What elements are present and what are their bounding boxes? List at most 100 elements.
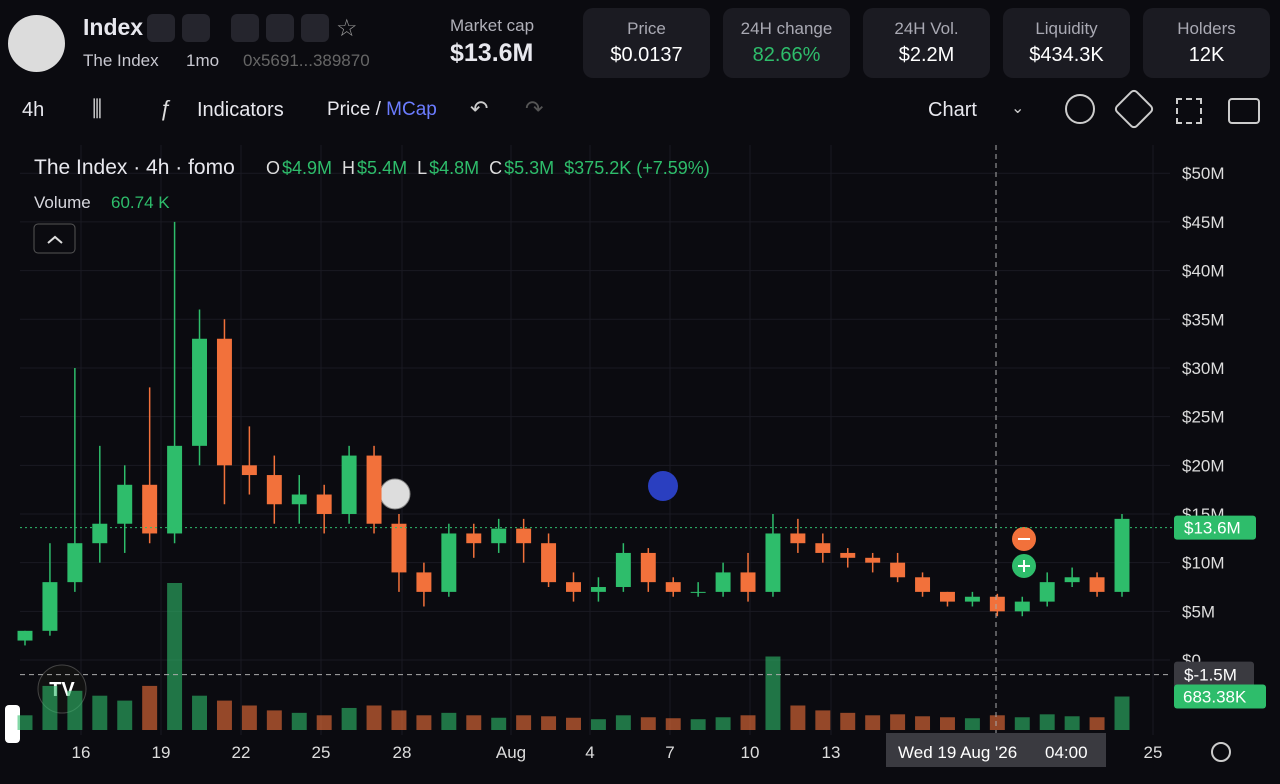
volume-bar [890,714,906,730]
candle-body [815,543,831,553]
volume-value: 60.74 K [111,193,170,212]
ohlc-key: L [417,158,427,178]
volume-bar [715,717,731,730]
dropdown-icon[interactable]: ⌄ [1011,100,1025,117]
candle [890,552,906,583]
chart-type[interactable]: Chart [928,99,977,121]
x-icon[interactable] [266,14,294,42]
icon[interactable] [147,14,175,42]
volume-tag-label: 683.38K [1183,688,1247,707]
token-avatar [8,15,65,72]
contract-address[interactable]: 0x5691...389870 [243,51,370,70]
candle-body [640,552,656,583]
candle-body [1114,518,1130,592]
candle-body [516,528,532,544]
candle [1039,572,1055,607]
undo[interactable]: ↶ [470,96,489,121]
candle-body [142,484,158,534]
stat-card: Holders 12K [1143,8,1270,78]
candle-body [1089,577,1105,592]
mcap-toggle[interactable]: MCap [386,99,437,120]
symbol-name: The Index [83,51,159,70]
stat-label: Holders [1177,19,1236,38]
candle-body [1064,577,1080,583]
website-icon[interactable] [231,14,259,42]
candle [17,630,33,646]
ohlc-key: O [266,158,280,178]
stat-label: Liquidity [1035,19,1098,38]
volume-bar [17,715,33,730]
candle-body [1039,582,1055,602]
screenshot-icon[interactable] [1228,98,1260,124]
candle-body [939,591,955,602]
volume-bar [516,715,532,730]
fx-icon[interactable]: ƒ [160,96,173,121]
candle-body [590,587,606,592]
candle-body [17,630,33,641]
search-icon[interactable] [301,14,329,42]
candle [266,455,282,524]
candle-body [341,455,357,514]
stat-card: Liquidity $434.3K [1003,8,1130,78]
volume-bar [491,717,507,730]
collapse-button[interactable] [33,223,76,254]
x-tick-label: 10 [741,743,760,762]
candle-body [541,543,557,583]
candle-body [690,591,706,593]
ohlc-value: $4.9M [282,158,332,178]
x-tick-label: 19 [152,743,171,762]
candle [167,221,183,544]
x-tick-label: 16 [72,743,91,762]
candle [491,518,507,553]
interval[interactable]: 4h [22,99,45,121]
ohlc-value: $5.3M [504,158,554,178]
candle [42,543,58,636]
volume-bar [840,712,856,730]
tool-icon[interactable] [1065,94,1095,124]
volume-bar [1064,716,1080,730]
star-icon[interactable]: ☆ [336,15,358,42]
crosshair-date-tag [886,733,1106,767]
fullscreen-icon[interactable] [1176,98,1202,124]
y-tick-label: $30M [1182,359,1225,378]
chart-title: The Index · 4h · fomo [34,156,235,179]
stat-value: $0.0137 [610,44,683,66]
volume-bar [566,717,581,730]
candle [566,572,581,602]
event-icon[interactable] [648,471,678,501]
volume-bar [341,707,357,730]
volume-bar [1039,714,1055,730]
volume-bar [167,583,183,730]
price-mcap[interactable]: Price / MCap [327,99,437,121]
candle-body [964,596,980,602]
x-tick-label: 25 [1144,743,1163,762]
candle [765,513,781,597]
candle [241,426,257,495]
volume-label: Volume [34,193,91,212]
volume-bar [740,715,756,730]
candle-body [266,475,282,505]
separator: / [375,99,381,120]
candle-body [391,523,407,573]
volume-bar [765,656,781,730]
settings-icon[interactable] [1211,742,1231,762]
icon[interactable] [182,14,210,42]
candle [1014,596,1030,617]
event-icon[interactable] [379,478,411,510]
x-tick-label: Aug [496,743,526,762]
price-toggle[interactable]: Price [327,99,371,120]
candle [989,593,1005,617]
redo[interactable]: ↷ [525,96,544,121]
volume-bar [939,717,955,730]
candle-type-icon[interactable]: ⫼ [92,96,103,121]
volume-bar [192,695,208,730]
volume-bar [1014,717,1030,730]
candle [790,518,806,553]
candle [1064,567,1080,588]
indicators[interactable]: Indicators [197,99,284,121]
candle [541,533,557,588]
candle [441,523,457,597]
minus [1018,538,1030,540]
side-toggle[interactable] [5,705,20,743]
